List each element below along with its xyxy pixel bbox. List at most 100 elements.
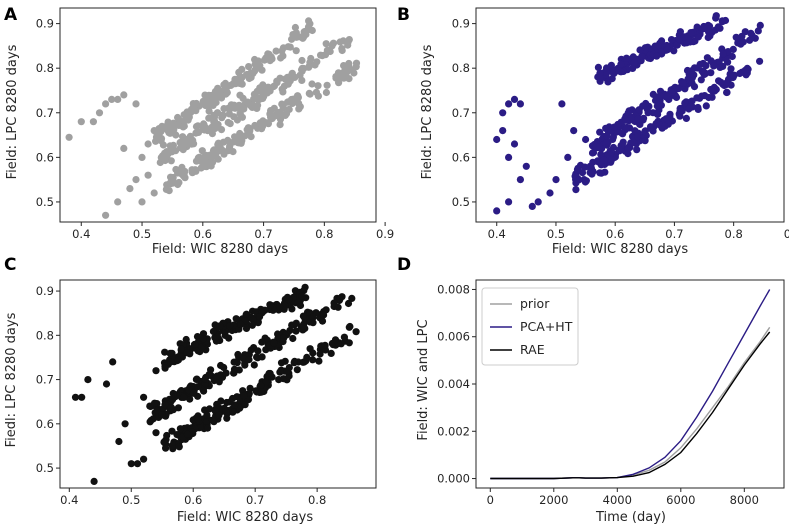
y-tick-label: 0.9 xyxy=(36,17,54,31)
scatter-point xyxy=(305,89,313,97)
scatter-point xyxy=(162,185,170,193)
scatter-point xyxy=(516,100,525,108)
scatter-point xyxy=(278,85,286,93)
scatter-point xyxy=(275,303,284,311)
scatter-point xyxy=(277,366,285,374)
scatter-point xyxy=(212,98,220,107)
scatter-point xyxy=(150,189,158,197)
x-tick-label: 0.5 xyxy=(547,227,565,241)
scatter-point xyxy=(180,393,188,401)
scatter-point xyxy=(225,334,233,342)
scatter-point xyxy=(250,361,258,369)
scatter-point xyxy=(270,339,278,347)
scatter-point xyxy=(352,328,360,336)
scatter-point xyxy=(205,107,213,115)
scatter-point xyxy=(192,129,200,137)
scatter-point xyxy=(662,115,670,123)
scatter-point xyxy=(166,179,174,187)
panel-d-x-axis-label: Time (day) xyxy=(595,510,666,525)
scatter-point xyxy=(217,91,225,99)
x-tick-label: 0.4 xyxy=(488,227,506,241)
scatter-point xyxy=(493,207,501,215)
scatter-point xyxy=(318,317,327,325)
y-tick-label: 0.6 xyxy=(36,417,54,431)
x-tick-label: 0.5 xyxy=(122,493,140,507)
scatter-point xyxy=(182,111,190,119)
scatter-point xyxy=(315,357,323,365)
scatter-point xyxy=(299,312,307,320)
scatter-point xyxy=(176,425,184,433)
scatter-point xyxy=(163,148,171,156)
scatter-point xyxy=(120,144,128,152)
scatter-point xyxy=(248,321,256,329)
scatter-point xyxy=(187,136,195,144)
legend-box xyxy=(481,287,579,366)
scatter-point xyxy=(663,46,672,54)
scatter-point xyxy=(166,142,174,150)
scatter-point xyxy=(256,313,264,321)
x-tick-label: 6000 xyxy=(666,493,695,507)
scatter-point xyxy=(225,110,233,118)
scatter-point xyxy=(575,176,583,184)
scatter-point xyxy=(273,111,281,119)
y-tick-label: 0.8 xyxy=(452,61,470,75)
x-tick-label: 0.9 xyxy=(784,227,789,241)
scatter-point xyxy=(196,423,204,431)
scatter-point xyxy=(77,118,85,126)
scatter-point xyxy=(216,322,224,330)
scatter-point xyxy=(300,64,308,73)
legend-entry-label: prior xyxy=(520,296,550,311)
scatter-point xyxy=(201,99,209,107)
scatter-point xyxy=(352,63,360,71)
panel-letter-d: D xyxy=(397,255,411,275)
scatter-point xyxy=(237,78,245,86)
scatter-point xyxy=(222,82,230,91)
scatter-point xyxy=(738,32,746,40)
axes-frame xyxy=(475,7,785,223)
scatter-point xyxy=(138,153,146,161)
scatter-point xyxy=(641,137,649,145)
scatter-point xyxy=(604,78,612,86)
scatter-point xyxy=(675,35,683,44)
scatter-point xyxy=(721,16,730,25)
scatter-point xyxy=(572,186,580,194)
scatter-point xyxy=(214,120,222,129)
scatter-point xyxy=(289,334,297,343)
scatter-point xyxy=(286,43,294,51)
scatter-point xyxy=(313,58,321,66)
scatter-point xyxy=(595,143,603,151)
scatter-point xyxy=(316,350,324,358)
scatter-point xyxy=(102,100,110,108)
scatter-point xyxy=(144,140,152,148)
scatter-point xyxy=(756,21,764,29)
scatter-point xyxy=(756,57,764,65)
scatter-point xyxy=(602,139,611,147)
scatter-point xyxy=(220,363,228,372)
scatter-point xyxy=(633,146,641,154)
scatter-point xyxy=(240,355,248,363)
scatter-point xyxy=(161,364,169,372)
scatter-point xyxy=(255,94,263,102)
scatter-point xyxy=(284,98,292,106)
scatter-point xyxy=(558,100,566,108)
scatter-point xyxy=(754,27,762,35)
scatter-point xyxy=(552,176,560,184)
scatter-point xyxy=(254,87,263,95)
scatter-point xyxy=(230,369,238,377)
scatter-point xyxy=(656,92,665,100)
scatter-point xyxy=(522,162,530,170)
scatter-point xyxy=(345,323,353,331)
scatter-point xyxy=(629,64,637,72)
scatter-point xyxy=(140,393,148,401)
scatter-point xyxy=(702,102,710,110)
scatter-point xyxy=(499,109,507,117)
scatter-point xyxy=(242,310,251,318)
scatter-point xyxy=(78,393,86,401)
scatter-point xyxy=(266,369,274,378)
scatter-point xyxy=(345,75,353,83)
scatter-point xyxy=(114,95,122,103)
scatter-point xyxy=(510,140,519,148)
scatter-point xyxy=(697,76,705,84)
scatter-point xyxy=(317,51,325,59)
scatter-point xyxy=(181,140,189,148)
